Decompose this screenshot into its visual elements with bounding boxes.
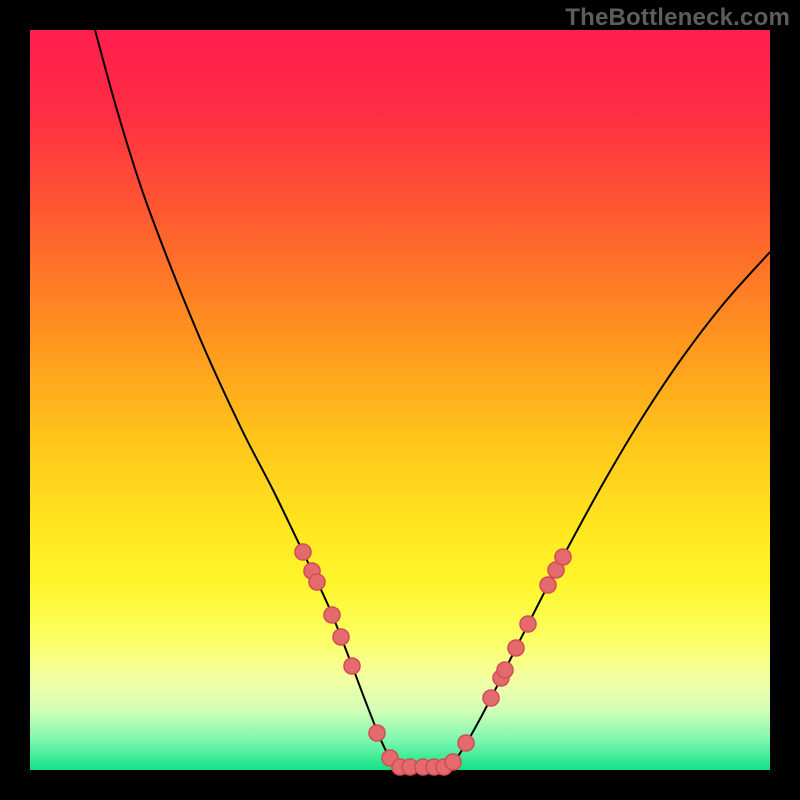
curve-marker (445, 754, 461, 770)
plot-area (30, 30, 770, 770)
curve-marker (520, 616, 536, 632)
curve-marker (508, 640, 524, 656)
curve-marker (333, 629, 349, 645)
curve-marker (497, 662, 513, 678)
curve-marker (483, 690, 499, 706)
curve-marker (555, 549, 571, 565)
bottleneck-curve (95, 30, 770, 767)
curve-markers (295, 544, 571, 775)
curve-overlay (30, 30, 770, 770)
curve-marker (540, 577, 556, 593)
curve-marker (295, 544, 311, 560)
watermark-text: TheBottleneck.com (565, 4, 790, 32)
curve-marker (309, 574, 325, 590)
curve-marker (369, 725, 385, 741)
curve-marker (458, 735, 474, 751)
chart-frame: TheBottleneck.com (0, 0, 800, 800)
curve-marker (324, 607, 340, 623)
curve-marker (344, 658, 360, 674)
